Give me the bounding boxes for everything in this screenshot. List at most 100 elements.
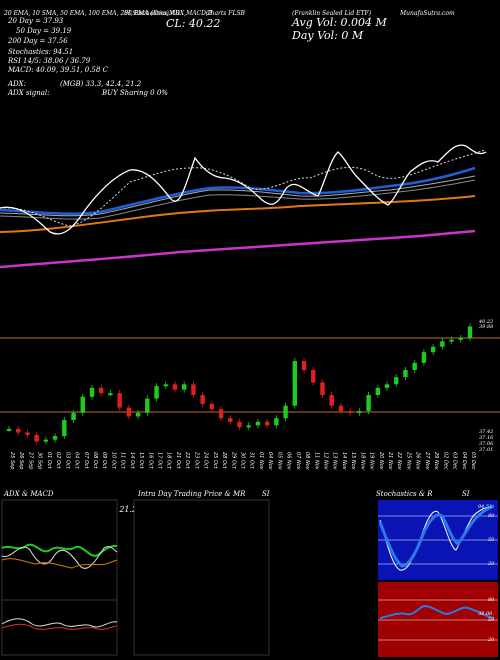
date-tick-label: 03 Oct xyxy=(64,452,70,470)
stoch-tick-50: 50 xyxy=(488,537,495,543)
candle xyxy=(357,411,362,414)
macd-white-line xyxy=(1,618,118,628)
price-label-low3: 37.06 xyxy=(479,441,494,447)
date-tick-label: 29 Oct xyxy=(230,452,236,470)
date-tick-label: 08 Nov xyxy=(304,452,310,471)
ema-legend: 20 EMA, 10 SMA, 50 EMA, 100 EMA, 200 EMA… xyxy=(4,10,213,17)
price-label-top2: 39.88 xyxy=(479,324,494,330)
date-tick-label: 04 Dec xyxy=(461,452,467,470)
day-volume: Day Vol: 0 M xyxy=(292,29,364,42)
date-tick-label: 03 Dec xyxy=(452,452,458,470)
candle xyxy=(181,384,187,390)
date-tick-label: 16 Oct xyxy=(147,452,153,470)
candle xyxy=(375,387,380,395)
stoch-k-line xyxy=(379,507,493,571)
candle xyxy=(412,362,417,370)
ema50-curve xyxy=(0,166,476,215)
date-tick-label: 14 Oct xyxy=(129,452,135,470)
candle xyxy=(163,384,168,387)
date-tick-label: 13 Nov xyxy=(332,452,338,471)
date-tick-label: 18 Oct xyxy=(166,452,172,470)
date-tick-label: 18 Nov xyxy=(359,452,365,471)
price-label-low2: 37.16 xyxy=(479,435,494,441)
date-tick-label: 04 Oct xyxy=(74,452,80,470)
macd-value: MACD: 40.09, 39.51, 0.58 C xyxy=(8,66,108,74)
candle xyxy=(154,386,159,399)
date-tick-label: 23 Oct xyxy=(193,452,199,470)
date-tick-label: 04 Nov xyxy=(267,452,273,471)
rsi-panel xyxy=(378,582,498,657)
candle xyxy=(43,439,49,442)
price-line-white xyxy=(0,144,487,235)
candle xyxy=(264,421,270,426)
ema-grey-2 xyxy=(0,179,476,220)
ema20-value: 20 Day = 37.93 xyxy=(8,17,64,25)
candle xyxy=(338,405,344,412)
date-tick-label: 26 Nov xyxy=(415,452,421,471)
candle xyxy=(16,428,21,433)
candle xyxy=(384,384,390,388)
date-tick-label: 25 Sep xyxy=(9,452,15,469)
date-tick-label: 02 Oct xyxy=(55,452,61,470)
avg-volume: Avg Vol: 0.004 M xyxy=(292,16,387,29)
munafa-brand: MunafaSutra.com xyxy=(400,10,455,17)
adx-panel xyxy=(1,499,118,656)
stoch-current-value: 94.51 xyxy=(478,504,493,510)
adx-orange-line xyxy=(1,558,118,569)
candle xyxy=(62,420,67,437)
close-price: CL: 40.22 xyxy=(166,17,221,30)
date-tick-label: 24 Oct xyxy=(203,452,209,470)
rsi-tick-50: 50 xyxy=(488,617,495,623)
candle xyxy=(108,393,113,396)
intra-panel xyxy=(133,499,270,656)
candle xyxy=(228,418,233,422)
candle xyxy=(34,435,39,442)
candle xyxy=(347,411,353,414)
date-tick-label: 07 Oct xyxy=(83,452,89,470)
chart-title: Charts FLSB xyxy=(206,10,245,17)
stoch-panel-title: Stochastics & R xyxy=(376,490,433,498)
ema200-value: 200 Day = 37.56 xyxy=(8,37,68,45)
candle xyxy=(200,395,205,404)
date-tick-label: 07 Nov xyxy=(295,452,301,471)
date-tick-label: 15 Nov xyxy=(350,452,356,471)
date-tick-label: 30 Oct xyxy=(240,452,246,470)
candle xyxy=(301,361,307,370)
date-tick-label: 21 Oct xyxy=(175,452,181,470)
candle xyxy=(394,377,399,385)
date-tick-label: 15 Oct xyxy=(138,452,144,470)
candle xyxy=(283,405,288,419)
candle xyxy=(191,384,196,395)
candle xyxy=(126,407,132,417)
candle xyxy=(449,339,454,342)
candle xyxy=(209,403,215,410)
adx-signal-label: ADX signal: xyxy=(8,89,50,97)
stoch-tick-80: 80 xyxy=(488,513,495,519)
macd-red-line xyxy=(1,623,118,630)
date-tick-label: 25 Nov xyxy=(405,452,411,471)
candle xyxy=(80,396,85,413)
candle xyxy=(237,421,242,428)
rsi-current-value: 38.06 xyxy=(478,611,493,617)
date-tick-label: 28 Oct xyxy=(221,452,227,470)
candle xyxy=(320,382,325,395)
price-label-top: 40.22 xyxy=(479,319,494,325)
stoch-legend: SI,Stochastics,MR xyxy=(124,10,180,17)
date-tick-label: 05 Dec xyxy=(470,452,476,470)
rsi-tick-80: 80 xyxy=(488,597,495,603)
candle xyxy=(246,425,251,428)
candle xyxy=(117,393,122,408)
adx-label: ADX: xyxy=(8,80,27,88)
rsi-tick-20: 20 xyxy=(488,637,495,643)
candle xyxy=(71,412,76,420)
date-tick-label: 25 Oct xyxy=(212,452,218,470)
candle xyxy=(366,395,371,412)
candle xyxy=(255,421,261,426)
date-tick-label: 21 Nov xyxy=(387,452,393,471)
candle xyxy=(274,418,279,426)
date-tick-label: 17 Oct xyxy=(157,452,163,470)
candle xyxy=(6,428,12,431)
date-tick-label: 26 Sep xyxy=(18,452,24,469)
